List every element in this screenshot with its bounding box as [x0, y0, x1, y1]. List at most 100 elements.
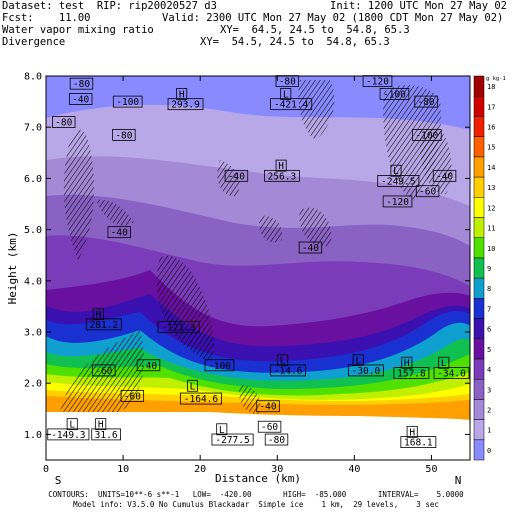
- colorbar-swatch: [473, 378, 485, 400]
- y-tick-label: 5.0: [24, 225, 42, 236]
- colorbar-level-label: 17: [487, 103, 495, 111]
- contour-label: -40: [256, 400, 280, 413]
- contour-label-text: -80: [55, 118, 72, 129]
- contour-label-box: [432, 169, 457, 182]
- mixing-ratio-fill: [46, 76, 470, 460]
- contour-label-box: [47, 428, 90, 441]
- contour-label-text: -30.0: [352, 366, 381, 377]
- contour-label-box: [264, 433, 289, 446]
- contour-label-box: [176, 88, 188, 100]
- contour-label: L: [352, 354, 364, 367]
- divergence-hatch-5: [217, 160, 240, 197]
- contour-label: 168.1: [400, 436, 437, 449]
- contour-label-text: H: [179, 89, 185, 100]
- colorbar-swatch: [473, 257, 485, 279]
- colorbar-swatch: [473, 298, 485, 319]
- contour-label-box: [433, 367, 470, 379]
- colorbar-level-label: 7: [487, 305, 491, 313]
- contour-label-text: -80: [73, 79, 90, 90]
- field-2-name: Divergence: [2, 36, 66, 48]
- colorbar-swatch: [473, 176, 485, 198]
- colorbar-level-label: 10: [487, 245, 495, 253]
- contour-label: -120: [382, 195, 413, 208]
- contour-label-text: H: [98, 420, 104, 431]
- contour-label-text: H: [409, 427, 415, 438]
- contour-label: -121.3: [157, 320, 200, 333]
- divergence-hatch-6: [259, 215, 283, 243]
- contour-label-box: [179, 392, 222, 405]
- contour-label-text: -34.0: [437, 368, 466, 379]
- contour-label-text: -60: [124, 392, 141, 403]
- contour-label: -40: [68, 93, 93, 106]
- init-time-label: Init: 1200 UTC Mon 27 May 02: [330, 0, 508, 12]
- contour-label-box: [167, 98, 204, 111]
- contour-label: -40: [107, 226, 131, 239]
- contour-label-box: [157, 320, 200, 333]
- contour-label: -100: [379, 88, 410, 100]
- contour-label-text: -80: [279, 77, 296, 88]
- field-1-name: Water vapor mixing ratio: [2, 24, 154, 36]
- contour-label-text: -80: [268, 435, 285, 446]
- y-tick-label: 7.0: [24, 123, 42, 134]
- contour-label-box: [69, 77, 94, 90]
- contour-label-box: [216, 423, 228, 436]
- colorbar-swatch: [473, 217, 485, 238]
- contour-label-text: -100: [415, 130, 438, 141]
- contour-label-box: [92, 308, 104, 320]
- contour-label: -249.5: [377, 175, 420, 187]
- divergence-hatch-2: [96, 199, 134, 226]
- contour-label: 281.2: [85, 318, 122, 331]
- contour-label-text: -120: [386, 197, 409, 208]
- contour-label-text: -120: [366, 77, 389, 88]
- colorbar-swatch: [473, 318, 485, 339]
- contour-label-box: [401, 356, 413, 369]
- colorbar-swatch: [473, 156, 485, 178]
- x-axis-left-endpoint: S: [55, 474, 62, 487]
- contour-label-text: H: [96, 310, 102, 321]
- contour-label-text: -40: [140, 361, 157, 372]
- contour-label-text: -100: [208, 361, 231, 372]
- contour-label-text: -80: [417, 97, 434, 108]
- contour-label-box: [204, 359, 235, 372]
- contour-label-box: [352, 354, 364, 367]
- contour-label: -100: [112, 95, 143, 108]
- divergence-hatch-11: [238, 384, 261, 414]
- contour-label: -34.0: [433, 367, 470, 379]
- contour-label: -80: [414, 95, 438, 108]
- colorbar-swatch: [473, 116, 485, 137]
- contour-label-box: [377, 175, 420, 187]
- colorbar-swatch: [473, 419, 485, 441]
- contour-label-text: H: [278, 161, 284, 172]
- contour-label-text: -40: [259, 402, 276, 413]
- colorbar-level-label: 11: [487, 225, 495, 233]
- contour-label-text: -40: [228, 171, 245, 182]
- contour-label: -80: [264, 433, 289, 446]
- contour-label-text: -149.3: [51, 430, 85, 441]
- field-2-cross-section: XY= 54.5, 24.5 to 54.8, 65.3: [200, 36, 390, 48]
- contour-label: L: [390, 164, 402, 177]
- divergence-hatch-4: [60, 330, 144, 412]
- x-tick-label: 10: [117, 464, 129, 475]
- contour-label: -30.0: [348, 364, 384, 377]
- y-tick-label: 1.0: [24, 430, 42, 441]
- contour-label-box: [263, 169, 300, 182]
- contour-label: -60: [415, 185, 440, 198]
- contour-label-box: [92, 364, 116, 377]
- contour-label-text: -121.3: [161, 322, 195, 333]
- contour-label-text: 281.2: [90, 320, 119, 331]
- colorbar-swatch: [473, 399, 485, 420]
- contour-label-text: L: [280, 356, 286, 367]
- contour-label: L: [186, 379, 198, 392]
- y-tick-label: 4.0: [24, 276, 42, 287]
- contour-label-text: -60: [95, 366, 112, 377]
- contour-label: L: [438, 356, 450, 369]
- contour-label-box: [393, 367, 430, 379]
- contour-label: -60: [92, 364, 116, 377]
- colorbar-level-label: 5: [487, 346, 491, 354]
- contour-label: -120: [362, 75, 393, 88]
- x-axis-right-endpoint: N: [455, 474, 462, 487]
- contour-label: 31.6: [91, 428, 121, 441]
- contour-label: -421.4: [270, 98, 313, 111]
- contour-label-box: [277, 354, 289, 367]
